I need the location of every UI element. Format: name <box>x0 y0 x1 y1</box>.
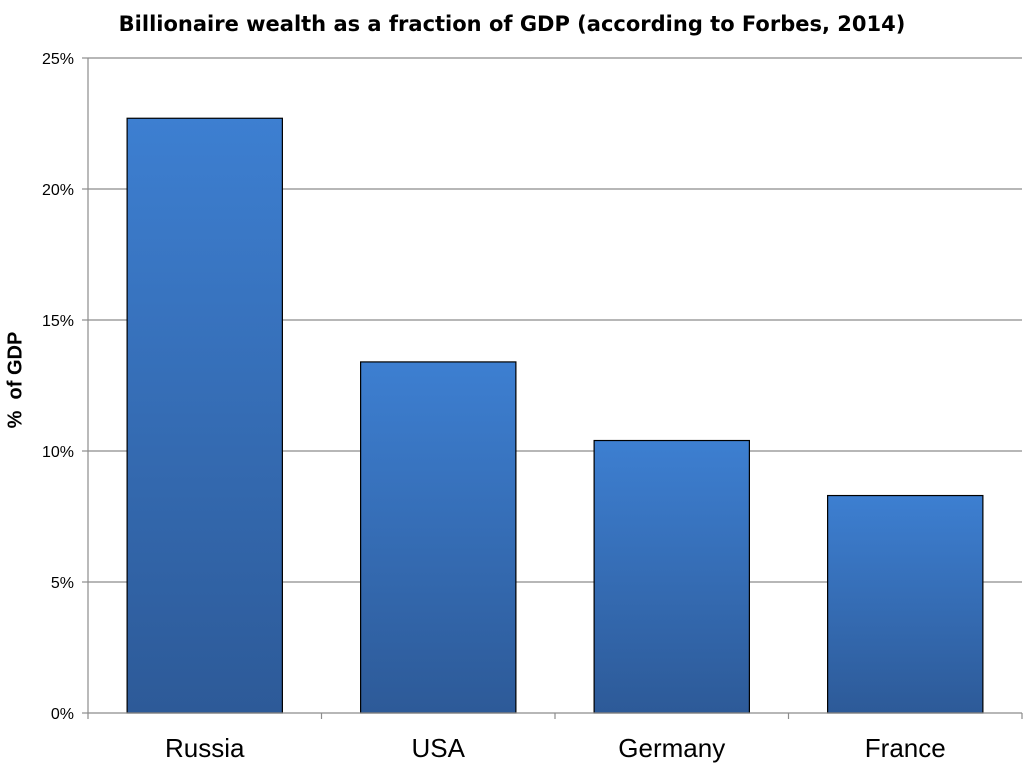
y-tick-label: 20% <box>42 182 74 199</box>
x-tick-label: Russia <box>165 733 245 763</box>
x-tick-label: Germany <box>618 733 725 763</box>
bar-germany <box>593 439 750 714</box>
y-tick-label: 0% <box>51 706 74 723</box>
bar-france <box>827 494 984 714</box>
y-tick-label: 5% <box>51 575 74 592</box>
y-tick-label: 25% <box>42 51 74 68</box>
x-tick-label: USA <box>412 733 466 763</box>
y-tick-label: 15% <box>42 313 74 330</box>
x-tick-label: France <box>865 733 946 763</box>
bar-russia <box>126 117 283 714</box>
bar-usa <box>360 361 517 714</box>
chart-title: Billionaire wealth as a fraction of GDP … <box>118 12 906 36</box>
y-tick-label: 10% <box>42 444 74 461</box>
